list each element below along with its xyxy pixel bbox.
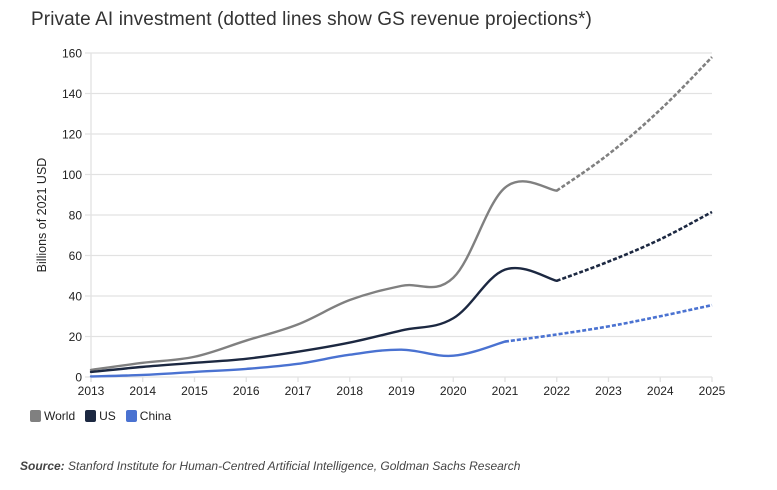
series-projection-china bbox=[504, 303, 713, 343]
legend-label-china: China bbox=[139, 409, 172, 423]
series-line-us bbox=[89, 266, 558, 374]
legend: World US China bbox=[30, 409, 171, 423]
x-tick-label: 2022 bbox=[543, 384, 570, 398]
legend-swatch-us bbox=[85, 410, 97, 422]
x-tick-label: 2017 bbox=[285, 384, 312, 398]
y-tick-label: 0 bbox=[75, 371, 82, 385]
x-tick-label: 2014 bbox=[129, 384, 156, 398]
x-tick-label: 2023 bbox=[595, 384, 622, 398]
y-tick-label: 80 bbox=[69, 209, 83, 223]
x-tick-label: 2013 bbox=[78, 384, 105, 398]
y-tick-label: 140 bbox=[62, 87, 82, 101]
series-line-world bbox=[89, 180, 558, 372]
series-projection-world bbox=[556, 56, 713, 192]
x-tick-label: 2020 bbox=[440, 384, 467, 398]
legend-item-china[interactable]: China bbox=[125, 409, 172, 423]
y-tick-label: 40 bbox=[69, 290, 83, 304]
legend-label-us: US bbox=[99, 409, 116, 423]
x-tick-label: 2025 bbox=[699, 384, 726, 398]
legend-label-world: World bbox=[44, 409, 76, 423]
y-tick-label: 160 bbox=[62, 47, 82, 61]
legend-item-us[interactable]: US bbox=[85, 409, 116, 423]
source-label: Source: bbox=[20, 459, 65, 473]
x-tick-label: 2016 bbox=[233, 384, 260, 398]
source-text: Stanford Institute for Human-Centred Art… bbox=[68, 459, 521, 473]
y-tick-label: 100 bbox=[62, 168, 82, 182]
source-note: Source: Stanford Institute for Human-Cen… bbox=[20, 459, 520, 473]
legend-swatch-world bbox=[30, 410, 41, 422]
series-projection-us bbox=[556, 210, 713, 283]
legend-item-world[interactable]: World bbox=[30, 409, 75, 423]
x-tick-label: 2019 bbox=[388, 384, 415, 398]
series-line-china bbox=[89, 340, 507, 378]
x-tick-label: 2018 bbox=[336, 384, 363, 398]
legend-swatch-china bbox=[125, 410, 137, 422]
y-axis-title: Billions of 2021 USD bbox=[35, 158, 49, 273]
chart-plot: 0 20 40 60 80 100 120 140 160 2013 2014 2015 2016 201… bbox=[35, 47, 726, 399]
x-tick-label: 2024 bbox=[647, 384, 674, 398]
chart-title: Private AI investment (dotted lines show… bbox=[31, 9, 592, 30]
y-tick-label: 20 bbox=[69, 330, 83, 344]
y-tick-label: 120 bbox=[62, 128, 82, 142]
y-tick-label: 60 bbox=[69, 249, 83, 263]
x-tick-label: 2021 bbox=[492, 384, 519, 398]
x-tick-label: 2015 bbox=[181, 384, 208, 398]
